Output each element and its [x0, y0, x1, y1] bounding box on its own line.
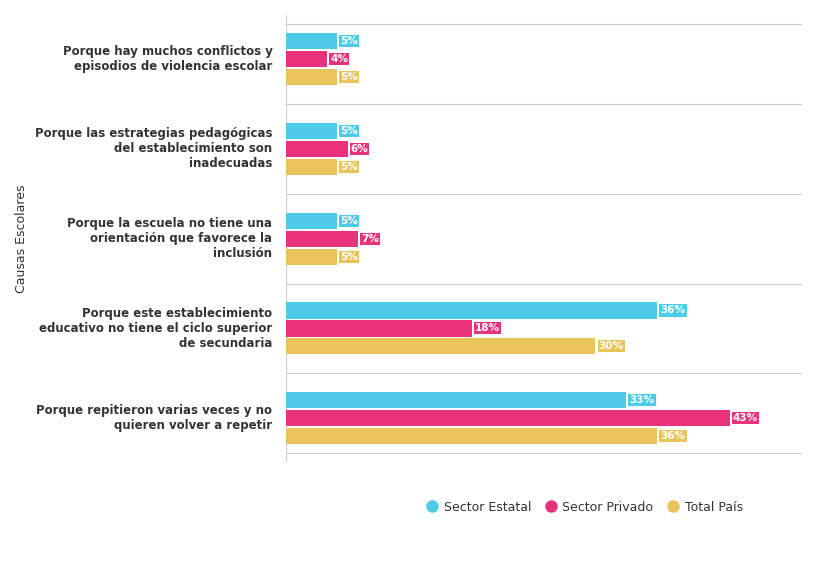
- Y-axis label: Causas Escolares: Causas Escolares: [15, 185, 28, 293]
- Legend: Sector Estatal, Sector Privado, Total País: Sector Estatal, Sector Privado, Total Pa…: [422, 496, 748, 518]
- Text: 5%: 5%: [341, 162, 358, 172]
- Text: 7%: 7%: [361, 234, 379, 243]
- Bar: [286, 230, 358, 247]
- Bar: [286, 51, 327, 67]
- Bar: [286, 248, 337, 265]
- Bar: [286, 213, 337, 229]
- Bar: [286, 428, 658, 444]
- Text: 5%: 5%: [341, 252, 358, 261]
- Text: 4%: 4%: [330, 54, 348, 64]
- Text: 36%: 36%: [660, 431, 685, 441]
- Text: 5%: 5%: [341, 36, 358, 46]
- Bar: [286, 302, 658, 319]
- Text: 5%: 5%: [341, 126, 358, 136]
- Text: 30%: 30%: [599, 341, 623, 351]
- Bar: [286, 338, 596, 354]
- Text: 18%: 18%: [475, 323, 500, 333]
- Bar: [286, 33, 337, 49]
- Text: 6%: 6%: [350, 144, 368, 154]
- Bar: [286, 158, 337, 175]
- Bar: [286, 410, 730, 426]
- Bar: [286, 392, 627, 409]
- Text: 5%: 5%: [341, 72, 358, 82]
- Text: 5%: 5%: [341, 216, 358, 226]
- Bar: [286, 69, 337, 85]
- Text: 36%: 36%: [660, 306, 685, 315]
- Bar: [286, 123, 337, 139]
- Bar: [286, 320, 471, 337]
- Text: 43%: 43%: [733, 413, 758, 423]
- Text: 33%: 33%: [630, 395, 654, 405]
- Bar: [286, 141, 347, 157]
